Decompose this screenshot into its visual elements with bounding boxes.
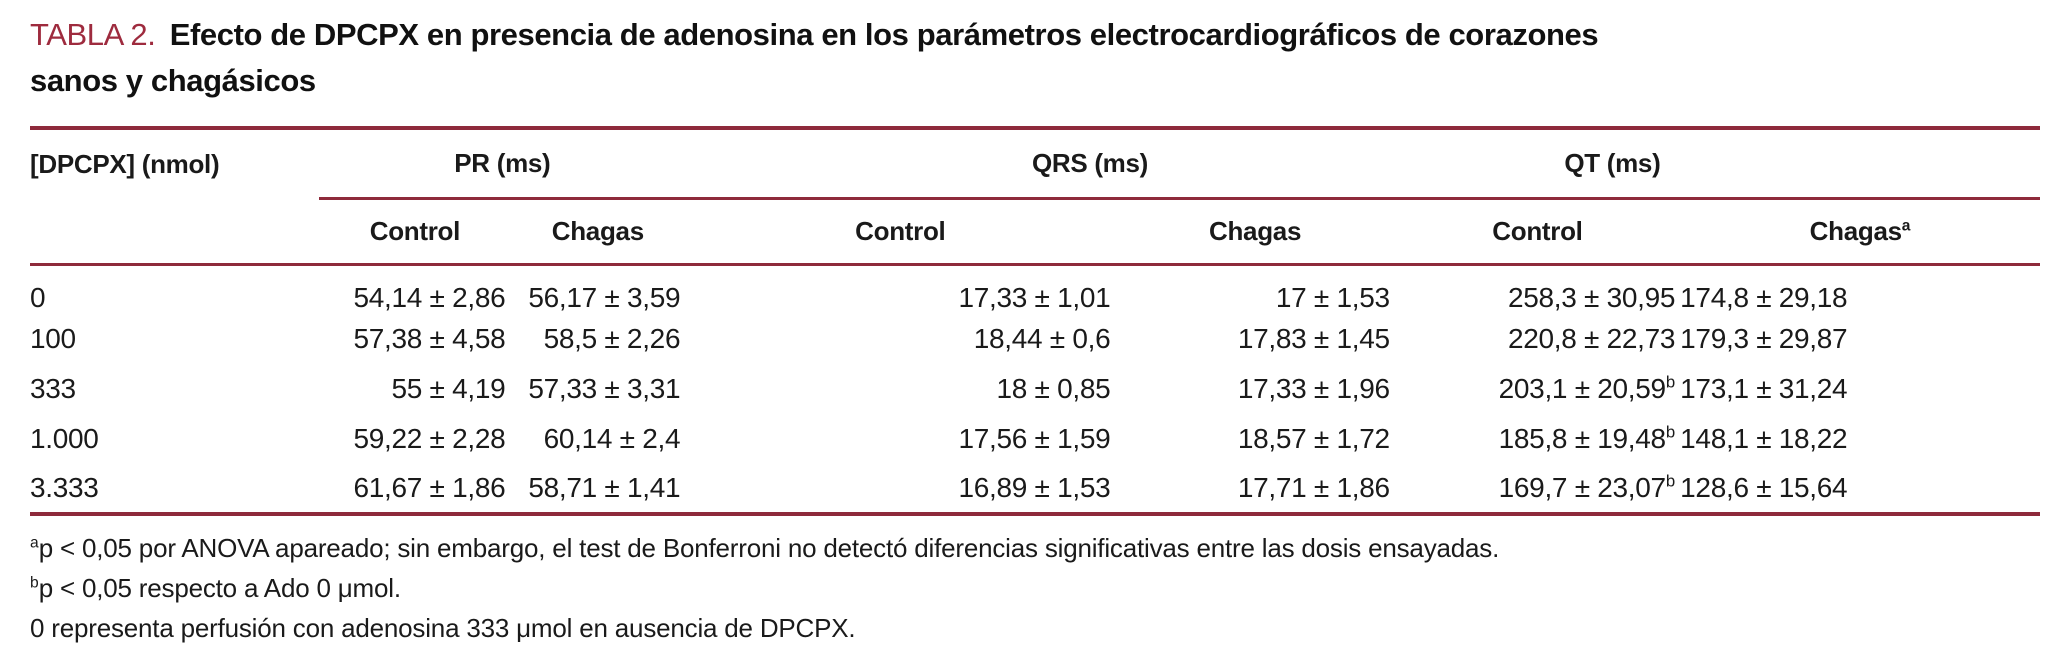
cell-dose: 100 <box>30 323 76 354</box>
sub-header-qt-control: Control <box>1394 198 1681 266</box>
table-row: 1.000 59,22 ± 2,28 60,14 ± 2,4 17,56 ± 1… <box>30 414 2040 464</box>
sub-header-row: Control Chagas Control Chagas Control Ch… <box>30 198 2040 266</box>
footnote-marker-b: b <box>1665 372 1676 392</box>
cell-qt-chagas: 173,1 ± 31,24 <box>1680 373 1848 404</box>
table-title-line1: Efecto de DPCPX en presencia de adenosin… <box>169 17 1599 52</box>
group-header-qrs: QRS (ms) <box>685 128 1395 200</box>
cell-qrs-chagas: 17 ± 1,53 <box>1275 281 1390 313</box>
footnote-zero-text: 0 representa perfusión con adenosina 333… <box>30 613 856 643</box>
table-row: 100 57,38 ± 4,58 58,5 ± 2,26 18,44 ± 0,6… <box>30 314 2040 364</box>
footnotes: ap < 0,05 por ANOVA apareado; sin embarg… <box>30 528 2040 648</box>
group-header-row: [DPCPX] (nmol) PR (ms) QRS (ms) QT (ms) <box>30 128 2040 200</box>
cell-qt-chagas: 128,6 ± 15,64 <box>1680 472 1848 503</box>
cell-dose: 333 <box>30 373 76 404</box>
footnote-zero: 0 representa perfusión con adenosina 333… <box>30 608 2040 648</box>
footnote-a-text: p < 0,05 por ANOVA apareado; sin embargo… <box>38 533 1500 563</box>
table-row: 0 54,14 ± 2,86 56,17 ± 3,59 17,33 ± 1,01… <box>30 264 2040 314</box>
cell-pr-chagas: 57,33 ± 3,31 <box>528 373 681 404</box>
cell-pr-control: 61,67 ± 1,86 <box>353 472 506 503</box>
group-header-qt: QT (ms) <box>1394 128 2040 200</box>
cell-dose: 1.000 <box>30 423 99 454</box>
cell-pr-chagas: 56,17 ± 3,59 <box>528 281 681 313</box>
cell-qrs-control: 17,33 ± 1,01 <box>958 281 1111 313</box>
cell-qrs-chagas: 18,57 ± 1,72 <box>1237 423 1390 454</box>
table-number-label: TABLA 2. <box>30 17 156 52</box>
group-header-pr: PR (ms) <box>319 128 686 200</box>
cell-dose: 3.333 <box>30 472 99 503</box>
sub-header-qt-chagas: Chagasa <box>1680 198 2040 266</box>
cell-qt-control: 185,8 ± 19,48b <box>1498 422 1676 454</box>
footnote-a-marker: a <box>30 534 39 552</box>
cell-qrs-chagas: 17,83 ± 1,45 <box>1237 323 1390 354</box>
cell-qt-chagas: 148,1 ± 18,22 <box>1680 423 1848 454</box>
sub-header-qrs-control: Control <box>685 198 1116 266</box>
cell-qt-control: 258,3 ± 30,95 <box>1507 281 1676 313</box>
cell-qrs-control: 16,89 ± 1,53 <box>958 472 1111 503</box>
page: TABLA 2. Efecto de DPCPX en presencia de… <box>30 12 2040 648</box>
ecg-parameters-table: [DPCPX] (nmol) PR (ms) QRS (ms) QT (ms) … <box>30 126 2040 516</box>
cell-pr-control: 57,38 ± 4,58 <box>353 323 506 354</box>
cell-qt-control: 169,7 ± 23,07b <box>1498 471 1676 503</box>
cell-pr-chagas: 58,71 ± 1,41 <box>528 472 681 503</box>
footnote-marker-b: b <box>1665 422 1676 442</box>
cell-pr-chagas: 60,14 ± 2,4 <box>543 423 681 454</box>
cell-pr-chagas: 58,5 ± 2,26 <box>543 323 681 354</box>
table-title-line2: sanos y chagásicos <box>30 63 316 98</box>
sub-header-empty <box>30 198 320 266</box>
footnote-marker-b: b <box>1665 471 1676 491</box>
cell-qrs-chagas: 17,71 ± 1,86 <box>1237 472 1390 503</box>
table-row: 333 55 ± 4,19 57,33 ± 3,31 18 ± 0,85 17,… <box>30 364 2040 414</box>
cell-pr-control: 55 ± 4,19 <box>391 373 506 404</box>
table-title: TABLA 2. Efecto de DPCPX en presencia de… <box>30 12 2040 104</box>
footnote-marker-a: a <box>1901 216 1911 234</box>
footnote-b-marker: b <box>30 574 39 592</box>
cell-qt-control: 220,8 ± 22,73 <box>1507 323 1676 354</box>
sub-header-pr-control: Control <box>319 198 511 266</box>
header-dpcpx-dose: [DPCPX] (nmol) <box>30 148 220 179</box>
footnote-b-text: p < 0,05 respecto a Ado 0 μmol. <box>38 573 401 603</box>
cell-pr-control: 54,14 ± 2,86 <box>353 281 506 313</box>
cell-qrs-chagas: 17,33 ± 1,96 <box>1237 373 1390 404</box>
cell-qt-chagas: 174,8 ± 29,18 <box>1680 281 1848 313</box>
cell-qt-control: 203,1 ± 20,59b <box>1498 372 1676 404</box>
sub-header-pr-chagas: Chagas <box>510 198 686 266</box>
sub-header-qrs-chagas: Chagas <box>1115 198 1395 266</box>
footnote-a: ap < 0,05 por ANOVA apareado; sin embarg… <box>30 528 2040 568</box>
cell-qrs-control: 17,56 ± 1,59 <box>958 423 1111 454</box>
cell-dose: 0 <box>30 281 46 313</box>
cell-qrs-control: 18,44 ± 0,6 <box>973 323 1111 354</box>
cell-qrs-control: 18 ± 0,85 <box>996 373 1111 404</box>
footnote-b: bp < 0,05 respecto a Ado 0 μmol. <box>30 568 2040 608</box>
cell-pr-control: 59,22 ± 2,28 <box>353 423 506 454</box>
table-row: 3.333 61,67 ± 1,86 58,71 ± 1,41 16,89 ± … <box>30 464 2040 514</box>
cell-qt-chagas: 179,3 ± 29,87 <box>1680 323 1848 354</box>
